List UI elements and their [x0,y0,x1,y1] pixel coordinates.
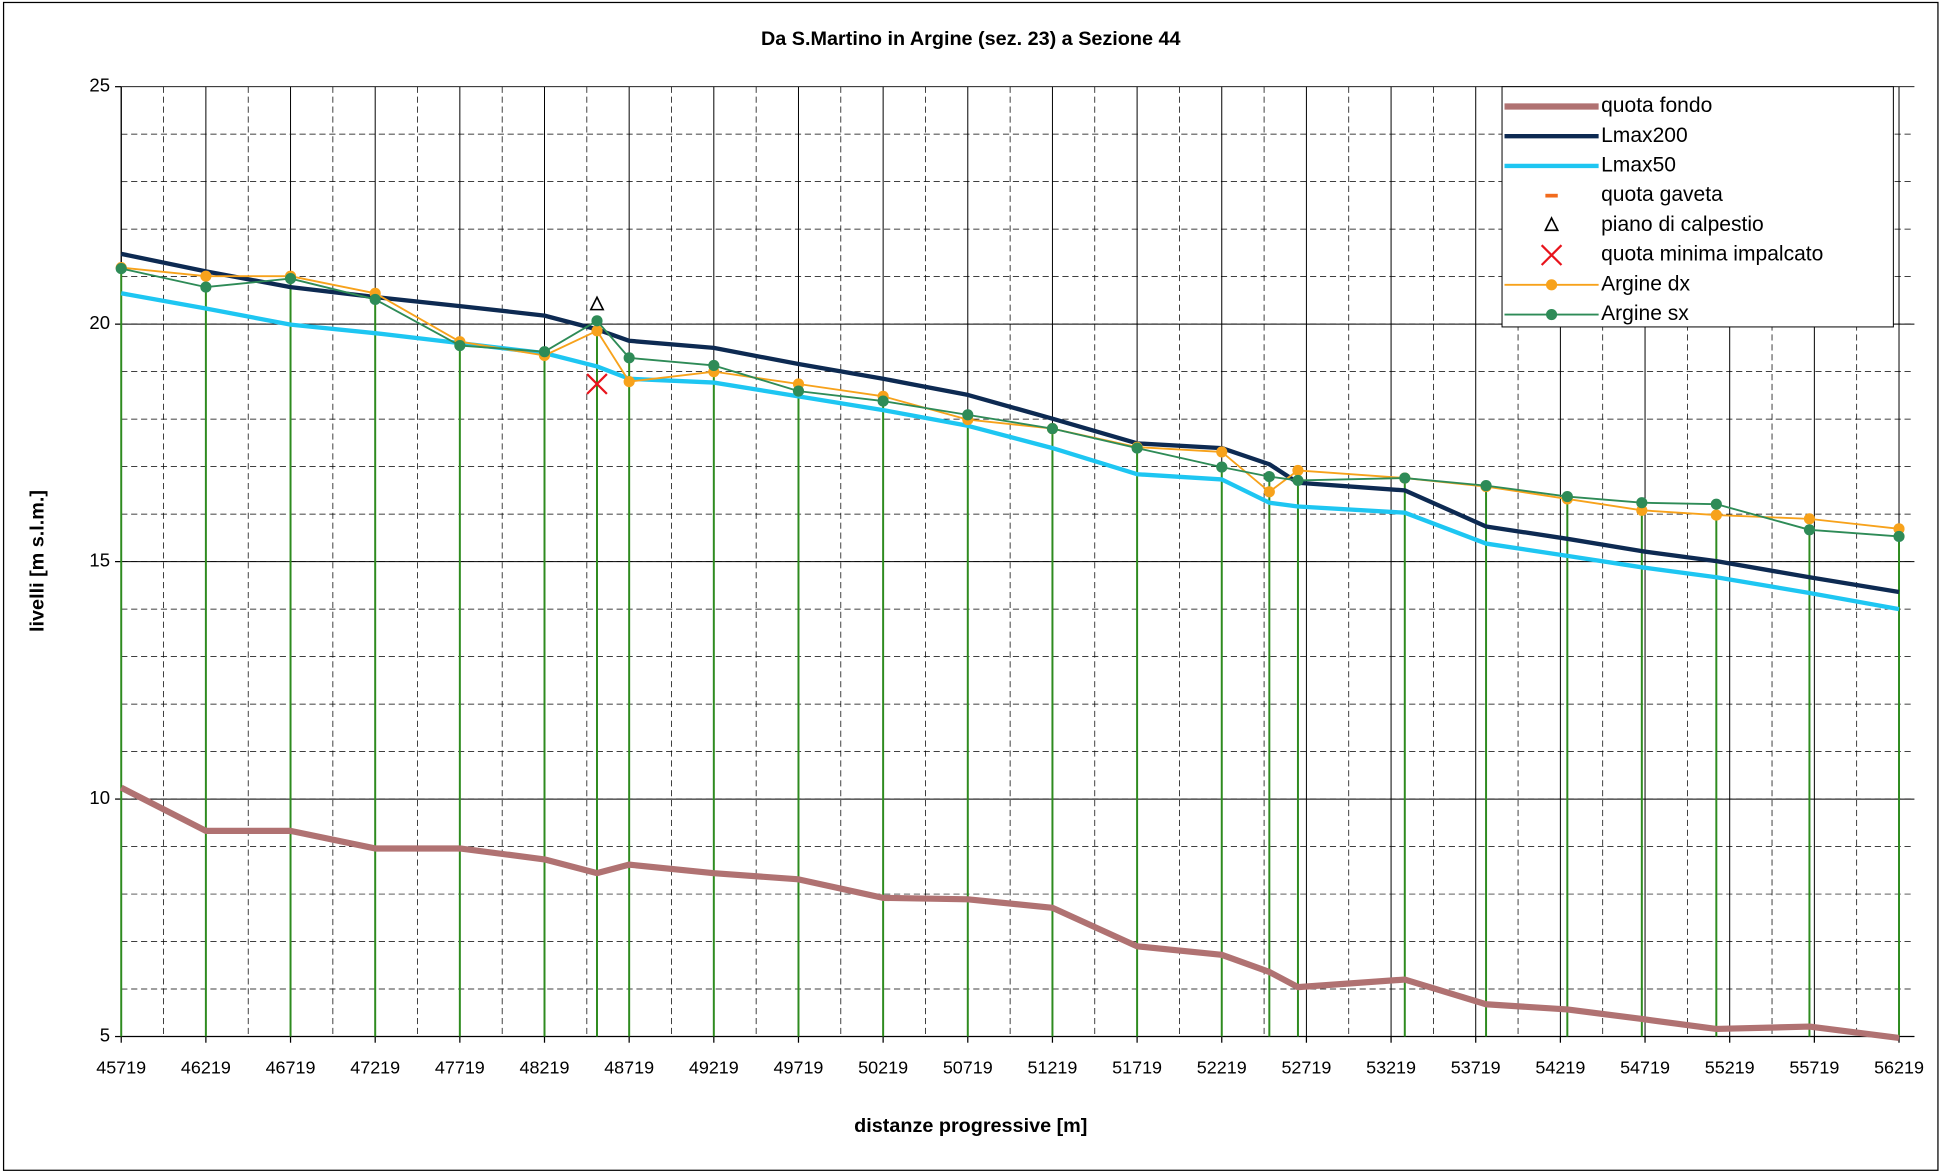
x-tick-label: 49719 [774,1057,824,1077]
legend-entry: Argine dx [1504,272,1690,295]
point [1131,442,1143,454]
legend-marker [1545,308,1558,321]
point [538,346,551,358]
y-tick-label: 20 [89,312,110,333]
point [1710,509,1722,521]
point [1046,423,1059,435]
series-line [120,251,1900,595]
y-axis-label: livelli [m s.l.m.] [26,490,48,632]
legend-label: quota gaveta [1601,183,1723,206]
legend-label: quota minima impalcato [1601,243,1823,266]
x-tick-label: 50719 [943,1057,993,1077]
legend-label: Argine dx [1601,272,1690,295]
legend-entry: quota minima impalcato [1540,243,1823,266]
point [284,272,297,285]
x-tick-label: 52219 [1197,1057,1247,1077]
point [623,352,635,364]
legend-marker [1540,244,1563,266]
point [1399,472,1411,484]
x-tick-label: 56219 [1874,1057,1924,1077]
point [623,376,635,388]
x-tick-label: 47219 [350,1057,400,1077]
point [589,295,605,311]
x-tick-label: 54719 [1620,1057,1670,1077]
x-tick-label: 55219 [1705,1057,1755,1077]
y-tick-label: 15 [89,550,110,571]
legend-label: piano di calpestio [1601,213,1764,236]
point [1893,530,1905,543]
legend-marker [1544,216,1560,232]
point [1636,497,1648,509]
x-tick-label: 54219 [1535,1057,1585,1077]
x-tick-label: 50219 [858,1057,908,1077]
point [962,409,974,421]
point [454,339,466,352]
x-tick-label: 51719 [1112,1057,1162,1077]
point [1803,524,1816,536]
point [792,385,805,397]
y-tick-label: 5 [100,1024,110,1045]
x-tick-label: 46719 [266,1057,316,1077]
point [1480,480,1492,492]
y-tick-label: 25 [89,75,110,96]
x-tick-label: 48719 [604,1057,654,1077]
legend-label: Lmax200 [1601,124,1688,147]
legend-entry: Argine sx [1504,302,1689,325]
point [115,263,127,275]
point [1710,498,1722,510]
point [877,395,889,407]
point [1803,513,1816,525]
legend-entry: piano di calpestio [1544,213,1764,236]
legend-entry: Lmax50 [1504,154,1676,177]
x-tick-label: 51219 [1028,1057,1078,1077]
x-tick-label: 46219 [181,1057,231,1077]
legend-entry: Lmax200 [1504,124,1688,147]
point [1561,490,1573,503]
y-tick-label: 10 [89,787,110,808]
legend-entry: quota gaveta [1545,183,1723,206]
series-line [121,266,1900,530]
legend-box [1501,86,1894,328]
series-line [120,291,1900,612]
x-axis-label: distanze progressive [m] [854,1115,1087,1137]
point [369,293,381,306]
point [1216,446,1228,458]
x-tick-label: 49219 [689,1057,739,1077]
point [708,359,720,372]
point [200,270,212,282]
series-line [121,267,1900,538]
x-tick-label: 48219 [520,1057,570,1077]
x-tick-label: 47719 [435,1057,485,1077]
x-tick-label: 53719 [1451,1057,1501,1077]
point [1292,474,1304,486]
x-tick-label: 45719 [96,1057,146,1077]
legend-label: quota fondo [1601,94,1712,117]
point [1263,486,1275,498]
legend-marker [1545,279,1558,291]
point [1216,461,1228,473]
point [1263,471,1275,483]
point [200,281,212,293]
series-line [119,784,1900,1042]
x-tick-label: 52719 [1281,1057,1331,1077]
x-tick-label: 53219 [1366,1057,1416,1077]
point [586,373,608,395]
point [591,315,603,327]
legend-label: Lmax50 [1601,154,1676,177]
x-tick-label: 55719 [1789,1057,1839,1077]
legend-entry: quota fondo [1504,94,1712,117]
point [1292,464,1304,477]
chart-title: Da S.Martino in Argine (sez. 23) a Sezio… [761,28,1181,50]
legend-label: Argine sx [1601,302,1689,325]
point [591,325,603,337]
